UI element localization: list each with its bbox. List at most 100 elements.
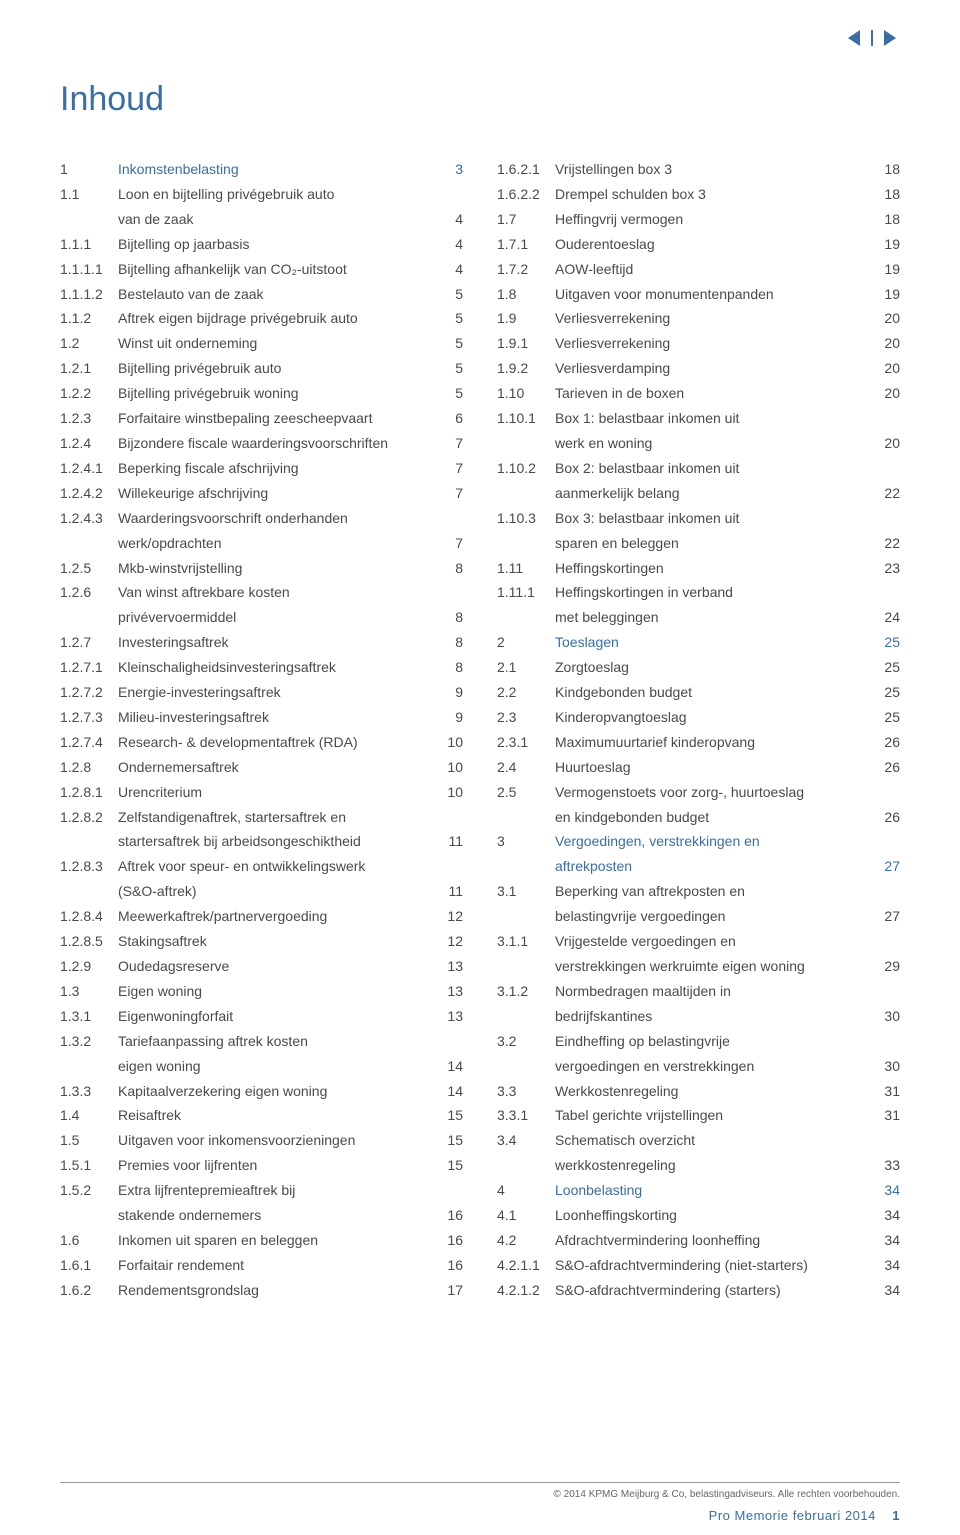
toc-row[interactable]: 2.5Vermogenstoets voor zorg-, huurtoesla… xyxy=(497,780,900,805)
toc-row[interactable]: 4.2.1.1S&O-afdrachtvermindering (niet-st… xyxy=(497,1253,900,1278)
toc-row[interactable]: 1.1.1.2Bestelauto van de zaak5 xyxy=(60,282,463,307)
toc-row[interactable]: 1.11.1Heffingskortingen in verband xyxy=(497,580,900,605)
toc-row[interactable]: 1.2.4Bijzondere fiscale waarderingsvoors… xyxy=(60,431,463,456)
toc-number: 1.2.4 xyxy=(60,431,118,456)
toc-entry-title: werkkostenregeling xyxy=(555,1153,874,1178)
toc-row[interactable]: 1.2.8Ondernemersaftrek10 xyxy=(60,755,463,780)
toc-row[interactable]: sparen en beleggen22 xyxy=(497,531,900,556)
toc-row[interactable]: 1.2.2Bijtelling privégebruik woning5 xyxy=(60,381,463,406)
toc-row[interactable]: 1.5Uitgaven voor inkomensvoorzieningen15 xyxy=(60,1128,463,1153)
toc-row[interactable]: 1.2.8.1Urencriterium10 xyxy=(60,780,463,805)
toc-row[interactable]: 4.2Afdrachtvermindering loonheffing34 xyxy=(497,1228,900,1253)
toc-row[interactable]: 3.1.2Normbedragen maaltijden in xyxy=(497,979,900,1004)
toc-row[interactable]: 4.1Loonheffingskorting34 xyxy=(497,1203,900,1228)
toc-row[interactable]: werk en woning20 xyxy=(497,431,900,456)
toc-row[interactable]: 2Toeslagen25 xyxy=(497,630,900,655)
toc-row[interactable]: 1.6.2.1Vrijstellingen box 318 xyxy=(497,157,900,182)
toc-row[interactable]: 3.3Werkkostenregeling31 xyxy=(497,1079,900,1104)
toc-row[interactable]: 1.1.1.1Bijtelling afhankelijk van CO₂-ui… xyxy=(60,257,463,282)
toc-row[interactable]: 1.10.2Box 2: belastbaar inkomen uit xyxy=(497,456,900,481)
toc-row[interactable]: 1.2Winst uit onderneming5 xyxy=(60,331,463,356)
toc-row[interactable]: 1.5.2Extra lijfrentepremieaftrek bij xyxy=(60,1178,463,1203)
toc-row[interactable]: 1.7.2AOW-leeftijd19 xyxy=(497,257,900,282)
toc-row[interactable]: startersaftrek bij arbeidsongeschiktheid… xyxy=(60,829,463,854)
toc-row[interactable]: 1.8Uitgaven voor monumentenpanden19 xyxy=(497,282,900,307)
toc-row[interactable]: verstrekkingen werkruimte eigen woning29 xyxy=(497,954,900,979)
toc-row[interactable]: 1.10.3Box 3: belastbaar inkomen uit xyxy=(497,506,900,531)
toc-row[interactable]: 3.1.1Vrijgestelde vergoedingen en xyxy=(497,929,900,954)
toc-row[interactable]: 1.5.1Premies voor lijfrenten15 xyxy=(60,1153,463,1178)
toc-row[interactable]: met beleggingen24 xyxy=(497,605,900,630)
toc-row[interactable]: 1.2.9Oudedagsreserve13 xyxy=(60,954,463,979)
toc-row[interactable]: 1.2.4.2Willekeurige afschrijving7 xyxy=(60,481,463,506)
toc-row[interactable]: 3.2Eindheffing op belastingvrije xyxy=(497,1029,900,1054)
toc-row[interactable]: 1.1Loon en bijtelling privégebruik auto xyxy=(60,182,463,207)
toc-row[interactable]: 1.3.3Kapitaalverzekering eigen woning14 xyxy=(60,1079,463,1104)
toc-row[interactable]: privévervoermiddel8 xyxy=(60,605,463,630)
toc-row[interactable]: 1.1.2Aftrek eigen bijdrage privégebruik … xyxy=(60,306,463,331)
toc-row[interactable]: eigen woning14 xyxy=(60,1054,463,1079)
toc-row[interactable]: 1.2.7.4Research- & developmentaftrek (RD… xyxy=(60,730,463,755)
toc-row[interactable]: 1.2.7Investeringsaftrek8 xyxy=(60,630,463,655)
nav-next-icon[interactable] xyxy=(880,28,900,48)
toc-row[interactable]: 1.9Verliesverrekening20 xyxy=(497,306,900,331)
toc-row[interactable]: 1Inkomstenbelasting3 xyxy=(60,157,463,182)
toc-row[interactable]: aanmerkelijk belang22 xyxy=(497,481,900,506)
toc-row[interactable]: 1.2.8.2Zelfstandigenaftrek, startersaftr… xyxy=(60,805,463,830)
toc-row[interactable]: 3Vergoedingen, verstrekkingen en xyxy=(497,829,900,854)
toc-row[interactable]: 1.6.2Rendementsgrondslag17 xyxy=(60,1278,463,1303)
nav-prev-icon[interactable] xyxy=(844,28,864,48)
toc-row[interactable]: 1.2.8.3Aftrek voor speur- en ontwikkelin… xyxy=(60,854,463,879)
toc-row[interactable]: 1.2.5Mkb-winstvrijstelling8 xyxy=(60,556,463,581)
toc-row[interactable]: vergoedingen en verstrekkingen30 xyxy=(497,1054,900,1079)
toc-row[interactable]: 1.10Tarieven in de boxen20 xyxy=(497,381,900,406)
toc-row[interactable]: werk/opdrachten7 xyxy=(60,531,463,556)
footer-copyright: © 2014 KPMG Meijburg & Co, belastingadvi… xyxy=(60,1482,900,1500)
toc-row[interactable]: 1.6.1Forfaitair rendement16 xyxy=(60,1253,463,1278)
toc-row[interactable]: 1.2.7.3Milieu-investeringsaftrek9 xyxy=(60,705,463,730)
toc-row[interactable]: 1.6.2.2Drempel schulden box 318 xyxy=(497,182,900,207)
toc-row[interactable]: 1.7Heffingvrij vermogen18 xyxy=(497,207,900,232)
toc-row[interactable]: 1.2.8.5Stakingsaftrek12 xyxy=(60,929,463,954)
toc-row[interactable]: 1.7.1Ouderentoeslag19 xyxy=(497,232,900,257)
toc-row[interactable]: 3.3.1Tabel gerichte vrijstellingen31 xyxy=(497,1103,900,1128)
toc-row[interactable]: 1.3Eigen woning13 xyxy=(60,979,463,1004)
toc-entry-title: Heffingskortingen in verband xyxy=(555,580,874,605)
toc-row[interactable]: en kindgebonden budget26 xyxy=(497,805,900,830)
toc-row[interactable]: 4.2.1.2S&O-afdrachtvermindering (starter… xyxy=(497,1278,900,1303)
toc-row[interactable]: 2.4Huurtoeslag26 xyxy=(497,755,900,780)
toc-row[interactable]: 2.2Kindgebonden budget25 xyxy=(497,680,900,705)
toc-row[interactable]: werkkostenregeling33 xyxy=(497,1153,900,1178)
toc-row[interactable]: belastingvrije vergoedingen27 xyxy=(497,904,900,929)
toc-row[interactable]: 1.4Reisaftrek15 xyxy=(60,1103,463,1128)
toc-row[interactable]: 1.3.1Eigenwoningforfait13 xyxy=(60,1004,463,1029)
toc-row[interactable]: stakende ondernemers16 xyxy=(60,1203,463,1228)
toc-row[interactable]: 3.1Beperking van aftrekposten en xyxy=(497,879,900,904)
toc-row[interactable]: 4Loonbelasting34 xyxy=(497,1178,900,1203)
toc-row[interactable]: 1.3.2Tariefaanpassing aftrek kosten xyxy=(60,1029,463,1054)
toc-row[interactable]: 1.2.7.1Kleinschaligheidsinvesteringsaftr… xyxy=(60,655,463,680)
toc-row[interactable]: 1.2.4.3Waarderingsvoorschrift onderhande… xyxy=(60,506,463,531)
toc-row[interactable]: van de zaak4 xyxy=(60,207,463,232)
toc-row[interactable]: 1.6Inkomen uit sparen en beleggen16 xyxy=(60,1228,463,1253)
toc-row[interactable]: 1.2.6Van winst aftrekbare kosten xyxy=(60,580,463,605)
toc-number: 2.1 xyxy=(497,655,555,680)
toc-row[interactable]: aftrekposten27 xyxy=(497,854,900,879)
toc-row[interactable]: 1.10.1Box 1: belastbaar inkomen uit xyxy=(497,406,900,431)
toc-row[interactable]: 1.1.1Bijtelling op jaarbasis4 xyxy=(60,232,463,257)
toc-row[interactable]: 2.1Zorgtoeslag25 xyxy=(497,655,900,680)
toc-page-number: 34 xyxy=(874,1278,900,1303)
toc-row[interactable]: 2.3Kinderopvangtoeslag25 xyxy=(497,705,900,730)
toc-row[interactable]: (S&O-aftrek)11 xyxy=(60,879,463,904)
toc-row[interactable]: 1.9.1Verliesverrekening20 xyxy=(497,331,900,356)
toc-row[interactable]: 1.2.1Bijtelling privégebruik auto5 xyxy=(60,356,463,381)
toc-row[interactable]: 1.11Heffingskortingen23 xyxy=(497,556,900,581)
toc-row[interactable]: 2.3.1Maximumuurtarief kinderopvang26 xyxy=(497,730,900,755)
toc-row[interactable]: 3.4Schematisch overzicht xyxy=(497,1128,900,1153)
toc-row[interactable]: 1.2.3Forfaitaire winstbepaling zeescheep… xyxy=(60,406,463,431)
toc-row[interactable]: 1.9.2Verliesverdamping20 xyxy=(497,356,900,381)
toc-row[interactable]: 1.2.4.1Beperking fiscale afschrijving7 xyxy=(60,456,463,481)
toc-row[interactable]: bedrijfskantines30 xyxy=(497,1004,900,1029)
toc-row[interactable]: 1.2.8.4Meewerkaftrek/partnervergoeding12 xyxy=(60,904,463,929)
toc-row[interactable]: 1.2.7.2Energie-investeringsaftrek9 xyxy=(60,680,463,705)
